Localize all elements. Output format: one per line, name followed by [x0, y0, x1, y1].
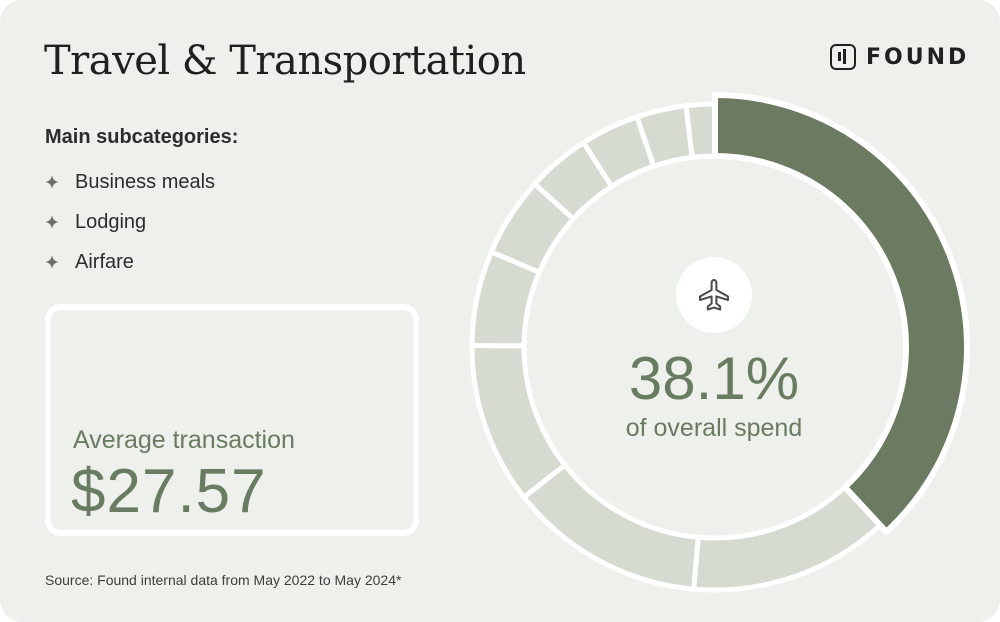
average-transaction-box: Average transaction $27.57: [45, 304, 419, 536]
donut-slice-0: [712, 92, 970, 535]
donut-slice-1: [691, 484, 883, 593]
airplane-icon: [699, 279, 729, 311]
page-title: Travel & Transportation: [44, 38, 526, 84]
donut-chart: [469, 92, 970, 593]
donut-slice-2: [521, 462, 701, 592]
subcategory-label: Business meals: [75, 170, 216, 193]
highlight-caption: of overall spend: [625, 414, 803, 442]
average-transaction-value: $27.57: [71, 457, 267, 526]
sparkle-icon: [45, 215, 59, 229]
donut-slice-9: [683, 101, 718, 160]
brand-logo: FOUND: [830, 44, 969, 70]
list-item: Airfare: [45, 242, 215, 282]
found-logo-icon: [830, 44, 856, 70]
list-item: Business meals: [45, 162, 215, 202]
sparkle-icon: [45, 255, 59, 269]
average-transaction-label: Average transaction: [73, 426, 295, 454]
icon-badge: [676, 257, 752, 333]
donut-slice-3: [469, 342, 568, 500]
highlight-percentage: 38.1%: [628, 345, 800, 412]
subcategory-label: Lodging: [75, 210, 147, 233]
list-item: Lodging: [45, 202, 215, 242]
brand-name: FOUND: [866, 44, 970, 70]
subcategories-list: Business meals Lodging Airfare: [45, 162, 215, 282]
subcategories-heading: Main subcategories:: [45, 126, 239, 148]
source-note: Source: Found internal data from May 202…: [45, 572, 402, 588]
sparkle-icon: [45, 175, 59, 189]
subcategory-label: Airfare: [75, 250, 134, 273]
